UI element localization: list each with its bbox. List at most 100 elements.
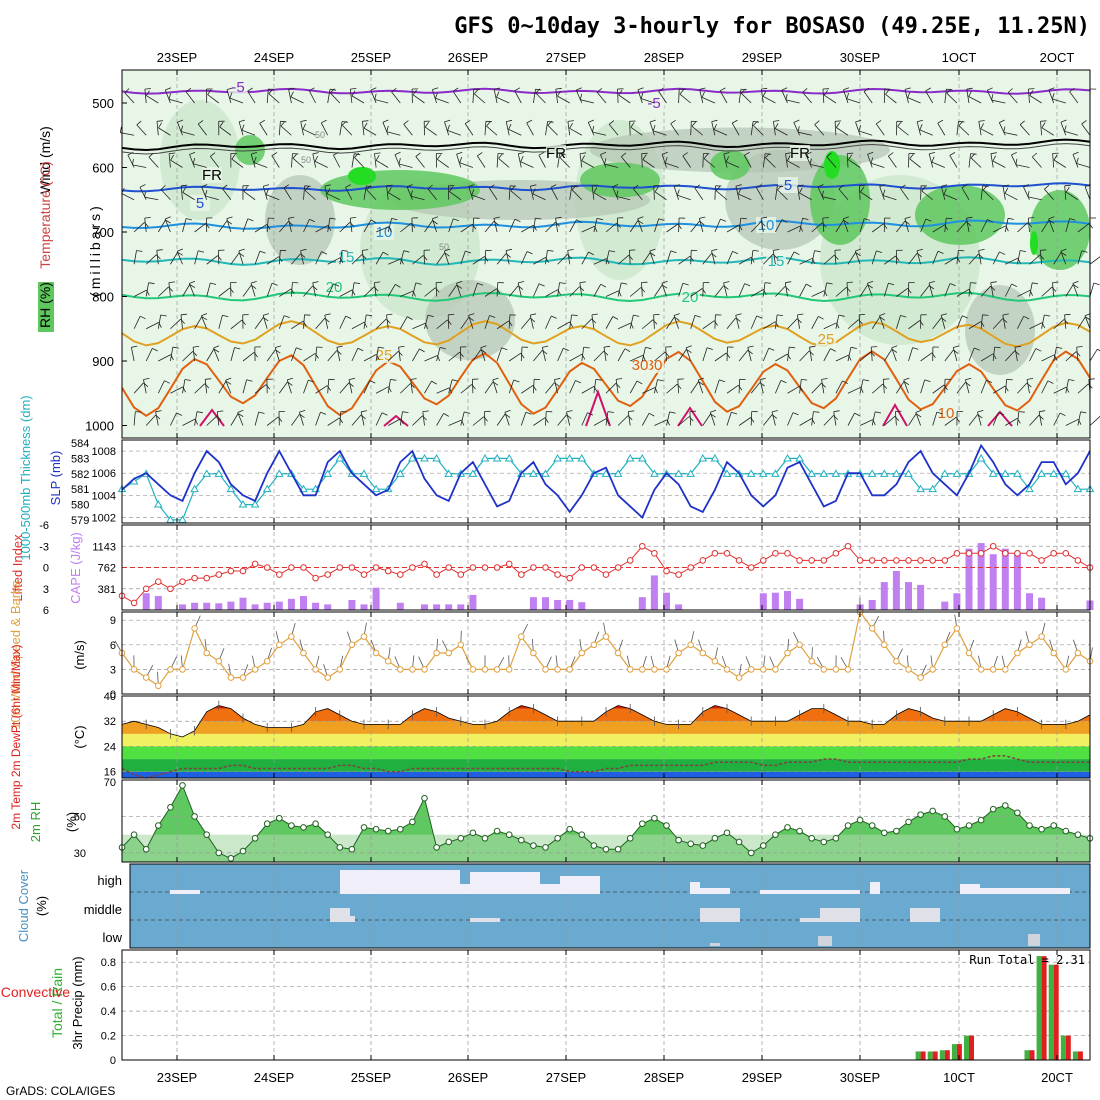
wind-barb-flag xyxy=(711,119,718,122)
wind-barb xyxy=(895,411,897,426)
wind-barb xyxy=(391,91,401,104)
wind-barb xyxy=(254,317,264,329)
rh2m-point xyxy=(675,836,682,844)
wind-barb xyxy=(689,411,692,426)
precip-total-bar xyxy=(1072,1051,1078,1060)
wind-barb xyxy=(164,89,171,104)
rh2m-point xyxy=(723,829,731,837)
precip-tick: 0 xyxy=(110,1055,116,1067)
wind-barb-flag xyxy=(140,315,146,320)
wind-barb-flag xyxy=(600,151,607,155)
thickness-point xyxy=(892,469,901,477)
wind-barb xyxy=(961,187,970,200)
wind10-point xyxy=(288,633,295,640)
wind-barb-flag xyxy=(768,347,775,351)
wind-barb-flag xyxy=(1056,346,1063,349)
date-label-top: 2OCT xyxy=(1040,50,1075,65)
wind-barb xyxy=(605,222,617,233)
rh2m-point xyxy=(191,813,198,820)
wind-barb-flag xyxy=(621,282,628,285)
wind-barb-flag xyxy=(237,409,244,413)
wind-barb xyxy=(351,282,355,297)
wind-barb-flag xyxy=(633,184,639,190)
cloud-mid-bar xyxy=(470,918,500,922)
lifted-index-point xyxy=(469,564,477,571)
date-label-top: 25SEP xyxy=(351,50,391,65)
wind-barb xyxy=(374,153,377,168)
isotherm-35-spike xyxy=(199,408,225,427)
wind-barb-flag xyxy=(431,380,437,385)
thickness-point xyxy=(250,500,260,508)
wind-barb xyxy=(661,154,667,168)
wind-barb xyxy=(559,157,570,168)
wind-barb xyxy=(811,290,825,297)
wind-barb xyxy=(218,287,231,297)
wind-barb xyxy=(545,121,548,136)
wind-barb-flag xyxy=(677,189,680,196)
wind-barb-flag xyxy=(567,249,574,251)
wind-barb-flag xyxy=(719,379,726,383)
wind-barb xyxy=(990,282,994,297)
wind-barb xyxy=(797,314,800,329)
wind-barb xyxy=(581,318,592,330)
wind-barb xyxy=(291,282,293,297)
cape-bar xyxy=(227,601,235,610)
wind-barb xyxy=(517,153,522,168)
wind-barb xyxy=(194,250,199,265)
rh2m-point xyxy=(493,827,501,835)
panel-rh-frame xyxy=(121,779,1091,863)
axis-title-temp: Temperature (°C) xyxy=(37,161,53,269)
cape-bar xyxy=(542,597,549,610)
wind-barb xyxy=(1064,314,1067,329)
wind-barb-flag xyxy=(1029,90,1034,96)
wind-barb xyxy=(629,121,631,136)
wind-barb-flag xyxy=(863,87,870,92)
wind-barb xyxy=(787,251,795,265)
wind-barb xyxy=(821,379,825,394)
cloud-low-bar xyxy=(710,943,720,946)
wind-barb xyxy=(762,414,773,426)
contour-label: -5 xyxy=(231,79,244,96)
wind-barb xyxy=(750,121,754,136)
wind10-point xyxy=(651,666,658,673)
wind10-point xyxy=(215,657,223,665)
rh2m-point xyxy=(735,838,743,846)
wind-barb xyxy=(218,220,228,233)
wind-barb xyxy=(268,93,280,104)
rh2m-point xyxy=(808,835,816,842)
wind-barb-flag xyxy=(403,250,410,253)
wind-barb-flag xyxy=(1052,93,1055,100)
lifted-index-point xyxy=(179,578,186,585)
wind-barb-flag xyxy=(785,94,788,100)
wind-barb xyxy=(437,158,449,168)
wind-barb-flag xyxy=(229,92,233,99)
wind-barb-flag xyxy=(860,186,865,193)
cloud-high-bar xyxy=(170,890,200,894)
contour-label-bg xyxy=(630,357,650,373)
wind-barb xyxy=(545,315,552,329)
rh2m-point xyxy=(747,849,755,857)
cloud-level-label: middle xyxy=(84,902,122,917)
wind-barb-flag xyxy=(1064,184,1071,187)
wind-barb-flag xyxy=(366,185,372,190)
wind-barb xyxy=(508,219,516,233)
wind-barb xyxy=(205,195,219,201)
li-tick: 0 xyxy=(43,563,49,575)
wind-barb-flag xyxy=(596,218,603,221)
wind-barb-flag xyxy=(287,377,294,381)
wind-barb xyxy=(545,289,558,297)
rh2m-point xyxy=(1074,831,1082,838)
wind-barb-flag xyxy=(525,411,532,415)
lifted-index-point xyxy=(1062,550,1070,557)
wind-barb xyxy=(653,185,655,200)
wind-barb xyxy=(992,160,1006,168)
lifted-index-point xyxy=(288,564,295,571)
wind-barb-flag xyxy=(350,217,357,219)
wind-barb xyxy=(1029,254,1041,265)
thickness-point xyxy=(238,500,248,508)
wind-barb-flag xyxy=(738,188,742,195)
wind-barb xyxy=(738,193,752,201)
wind-barb xyxy=(197,123,208,136)
lifted-index-point xyxy=(518,571,525,578)
wind-barb-flag xyxy=(292,153,298,159)
